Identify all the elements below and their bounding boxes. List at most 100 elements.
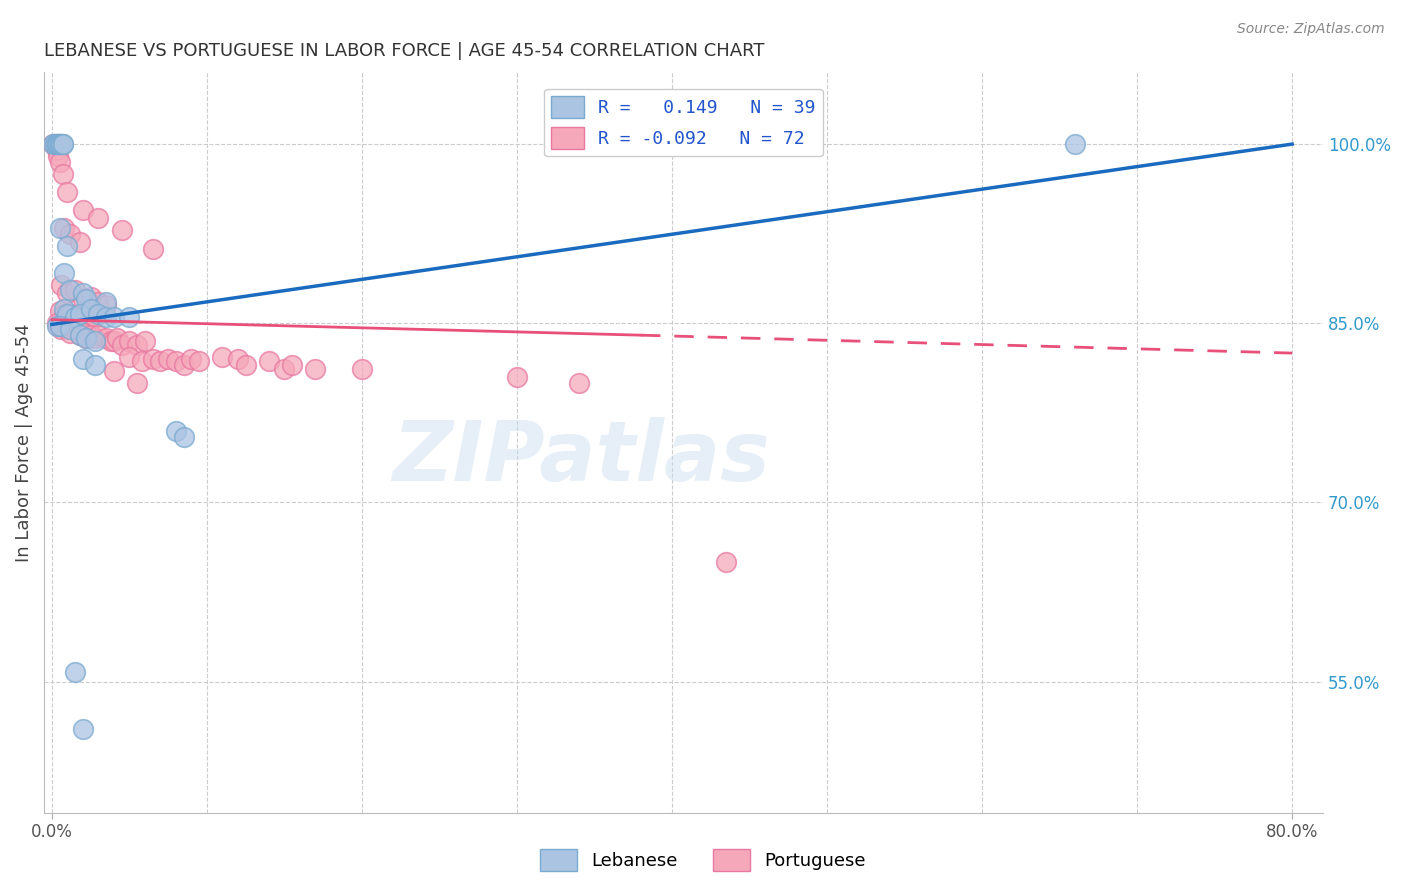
Point bbox=[173, 358, 195, 372]
Point bbox=[103, 364, 125, 378]
Point bbox=[53, 220, 76, 235]
Point bbox=[94, 294, 117, 309]
Legend: R =   0.149   N = 39, R = -0.092   N = 72: R = 0.149 N = 39, R = -0.092 N = 72 bbox=[544, 89, 823, 156]
Point bbox=[63, 665, 86, 679]
Point bbox=[716, 555, 738, 569]
Point bbox=[105, 330, 128, 344]
Text: Source: ZipAtlas.com: Source: ZipAtlas.com bbox=[1237, 22, 1385, 37]
Point bbox=[72, 286, 94, 301]
Point bbox=[75, 293, 97, 307]
Point bbox=[273, 361, 295, 376]
Point bbox=[69, 328, 91, 343]
Point bbox=[56, 322, 79, 336]
Point bbox=[56, 286, 79, 301]
Point bbox=[84, 310, 107, 325]
Point bbox=[165, 424, 187, 438]
Point bbox=[48, 137, 70, 152]
Point bbox=[165, 354, 187, 368]
Point bbox=[75, 330, 97, 344]
Point bbox=[59, 283, 82, 297]
Point bbox=[69, 328, 91, 343]
Point bbox=[48, 304, 70, 318]
Point bbox=[48, 220, 70, 235]
Point bbox=[48, 137, 70, 152]
Point bbox=[69, 307, 91, 321]
Point bbox=[48, 155, 70, 169]
Point bbox=[52, 167, 75, 181]
Point bbox=[45, 318, 67, 333]
Point bbox=[46, 149, 69, 163]
Point bbox=[45, 137, 67, 152]
Point bbox=[134, 334, 156, 348]
Point bbox=[51, 278, 73, 293]
Point bbox=[56, 185, 79, 199]
Point bbox=[52, 137, 75, 152]
Point bbox=[188, 354, 211, 368]
Point bbox=[79, 328, 101, 343]
Point bbox=[75, 330, 97, 344]
Point bbox=[87, 211, 110, 226]
Point bbox=[45, 143, 67, 157]
Point bbox=[87, 307, 110, 321]
Point bbox=[350, 361, 373, 376]
Point bbox=[56, 310, 79, 325]
Point bbox=[44, 137, 66, 152]
Point bbox=[127, 337, 149, 351]
Point bbox=[103, 334, 125, 348]
Point bbox=[53, 301, 76, 316]
Point bbox=[63, 310, 86, 325]
Point bbox=[304, 361, 326, 376]
Point bbox=[59, 307, 82, 321]
Point bbox=[52, 137, 75, 152]
Point bbox=[72, 202, 94, 217]
Point bbox=[84, 330, 107, 344]
Point bbox=[149, 354, 172, 368]
Text: ZIPatlas: ZIPatlas bbox=[392, 417, 770, 498]
Point bbox=[79, 290, 101, 304]
Point bbox=[51, 137, 73, 152]
Point bbox=[72, 310, 94, 325]
Point bbox=[226, 352, 249, 367]
Point bbox=[48, 318, 70, 333]
Point bbox=[79, 314, 101, 328]
Point bbox=[568, 376, 591, 390]
Point bbox=[173, 430, 195, 444]
Point bbox=[42, 137, 65, 152]
Point bbox=[103, 310, 125, 325]
Point bbox=[211, 350, 233, 364]
Point bbox=[111, 337, 134, 351]
Point bbox=[506, 370, 529, 384]
Point bbox=[87, 328, 110, 343]
Point bbox=[53, 266, 76, 280]
Point bbox=[281, 358, 304, 372]
Point bbox=[131, 354, 153, 368]
Point bbox=[118, 310, 141, 325]
Point bbox=[46, 137, 69, 152]
Point bbox=[48, 318, 70, 333]
Point bbox=[59, 326, 82, 340]
Text: LEBANESE VS PORTUGUESE IN LABOR FORCE | AGE 45-54 CORRELATION CHART: LEBANESE VS PORTUGUESE IN LABOR FORCE | … bbox=[44, 42, 765, 60]
Point bbox=[111, 223, 134, 237]
Point bbox=[72, 723, 94, 737]
Point bbox=[180, 352, 202, 367]
Point bbox=[72, 326, 94, 340]
Point bbox=[59, 322, 82, 336]
Point bbox=[118, 350, 141, 364]
Point bbox=[84, 358, 107, 372]
Point bbox=[142, 352, 165, 367]
Point bbox=[1064, 137, 1087, 152]
Point bbox=[72, 352, 94, 367]
Point bbox=[63, 310, 86, 325]
Point bbox=[69, 235, 91, 249]
Point bbox=[63, 283, 86, 297]
Point bbox=[63, 322, 86, 336]
Point bbox=[94, 330, 117, 344]
Point bbox=[72, 293, 94, 307]
Point bbox=[69, 314, 91, 328]
Point bbox=[79, 301, 101, 316]
Point bbox=[235, 358, 257, 372]
Point bbox=[56, 238, 79, 252]
Point bbox=[56, 307, 79, 321]
Legend: Lebanese, Portuguese: Lebanese, Portuguese bbox=[533, 842, 873, 879]
Point bbox=[87, 294, 110, 309]
